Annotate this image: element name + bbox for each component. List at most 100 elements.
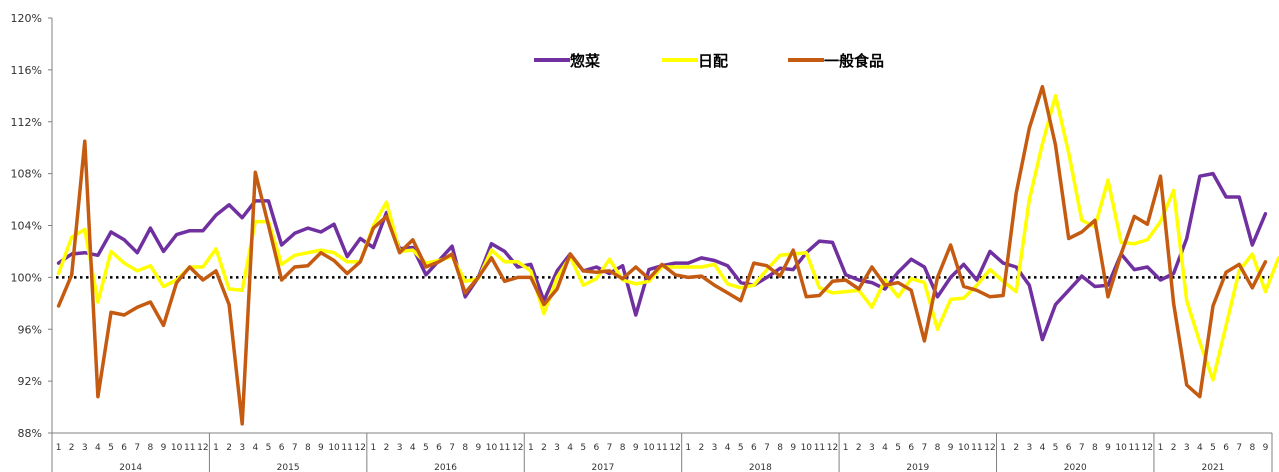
y-tick-label: 112% (11, 116, 42, 129)
x-tick-label-month: 4 (1040, 443, 1046, 453)
x-tick-label-month: 3 (554, 443, 560, 453)
x-tick-label-month: 9 (475, 443, 481, 453)
x-tick-label-month: 3 (397, 443, 403, 453)
x-tick-label-month: 4 (725, 443, 731, 453)
x-tick-label-month: 1 (213, 443, 219, 453)
x-tick-label-month: 7 (607, 443, 613, 453)
x-tick-label-month: 1 (1158, 443, 1164, 453)
legend-label-2: 日配 (698, 52, 728, 70)
y-axis: 88% 92% 96% 100% 104% 108% 112% 116% 120% (11, 12, 53, 440)
x-tick-label-month: 9 (318, 443, 324, 453)
legend-label-3: 一般食品 (824, 52, 884, 70)
x-tick-label-month: 4 (410, 443, 416, 453)
x-tick-label-month: 4 (567, 443, 573, 453)
x-tick-label-month: 12 (984, 443, 995, 453)
x-tick-label-month: 7 (292, 443, 298, 453)
x-tick-label-month: 5 (895, 443, 901, 453)
x-tick-label-month: 6 (594, 443, 600, 453)
x-tick-label-month: 8 (620, 443, 626, 453)
x-tick-label-month: 7 (921, 443, 927, 453)
y-tick-label: 104% (11, 220, 42, 233)
x-tick-label-month: 12 (512, 443, 523, 453)
x-tick-label-year: 2019 (906, 463, 929, 472)
x-tick-label-month: 10 (486, 443, 498, 453)
x-tick-label-month: 11 (656, 443, 667, 453)
x-tick-label-month: 5 (738, 443, 744, 453)
x-tick-label-month: 12 (827, 443, 838, 453)
x-tick-label-month: 6 (751, 443, 757, 453)
x-tick-label-year: 2015 (277, 463, 300, 472)
x-tick-label-month: 11 (971, 443, 982, 453)
x-tick-label-month: 5 (580, 443, 586, 453)
x-tick-label-month: 11 (341, 443, 352, 453)
x-tick-label-month: 8 (935, 443, 941, 453)
x-tick-label-month: 12 (355, 443, 366, 453)
x-tick-label-month: 10 (328, 443, 340, 453)
x-tick-label-month: 6 (1066, 443, 1072, 453)
x-tick-label-month: 9 (1105, 443, 1111, 453)
x-tick-label-month: 4 (1197, 443, 1203, 453)
x-tick-label-month: 4 (882, 443, 888, 453)
x-tick-label-month: 3 (712, 443, 718, 453)
x-tick-label-year: 2018 (749, 463, 772, 472)
x-tick-label-month: 1 (56, 443, 62, 453)
x-tick-label-month: 12 (669, 443, 680, 453)
x-tick-label-month: 10 (643, 443, 655, 453)
x-tick-label-month: 10 (801, 443, 813, 453)
x-tick-label-month: 8 (1092, 443, 1098, 453)
x-tick-label-month: 2 (541, 443, 547, 453)
x-tick-label-month: 8 (1249, 443, 1255, 453)
x-tick-label-month: 9 (1263, 443, 1269, 453)
x-tick-label-month: 3 (1026, 443, 1032, 453)
x-tick-label-month: 6 (121, 443, 127, 453)
x-tick-label-month: 12 (197, 443, 208, 453)
x-tick-label-year: 2017 (592, 463, 615, 472)
legend: 惣菜 日配 一般食品 (534, 52, 884, 70)
series-line-1 (56, 171, 1268, 342)
x-tick-label-month: 8 (462, 443, 468, 453)
x-tick-label-month: 7 (764, 443, 770, 453)
x-tick-label-month: 11 (184, 443, 195, 453)
y-tick-label: 116% (11, 64, 42, 77)
x-tick-label-month: 2 (384, 443, 390, 453)
x-tick-label-month: 6 (436, 443, 442, 453)
x-tick-label-month: 9 (948, 443, 954, 453)
series-line-3 (56, 84, 1268, 426)
x-tick-label-month: 6 (1223, 443, 1229, 453)
x-tick-label-month: 5 (423, 443, 429, 453)
x-tick-label-month: 9 (161, 443, 167, 453)
legend-label-1: 惣菜 (570, 52, 600, 70)
x-tick-label-month: 2 (698, 443, 704, 453)
x-tick-label-month: 5 (1210, 443, 1216, 453)
x-tick-label-month: 1 (371, 443, 377, 453)
x-tick-label-month: 6 (908, 443, 914, 453)
y-tick-label: 96% (18, 323, 42, 336)
x-tick-label-year: 2020 (1064, 463, 1087, 472)
x-tick-label-month: 9 (790, 443, 796, 453)
series-group (56, 84, 1279, 426)
x-tick-label-month: 2 (226, 443, 232, 453)
x-tick-label-month: 2 (1171, 443, 1177, 453)
x-tick-label-month: 3 (239, 443, 245, 453)
x-tick-label-month: 10 (171, 443, 183, 453)
x-tick-label-month: 11 (1129, 443, 1140, 453)
y-tick-label: 108% (11, 168, 42, 181)
x-tick-label-month: 10 (958, 443, 970, 453)
series-line-2 (56, 94, 1279, 382)
x-tick-label-month: 7 (449, 443, 455, 453)
y-tick-label: 100% (11, 271, 42, 284)
x-tick-label-month: 1 (1000, 443, 1006, 453)
y-tick-label: 92% (18, 375, 42, 388)
x-tick-label-year: 2021 (1202, 463, 1225, 472)
x-tick-label-month: 2 (856, 443, 862, 453)
x-tick-label-month: 1 (528, 443, 534, 453)
x-tick-label-month: 4 (95, 443, 101, 453)
x-tick-label-month: 7 (1079, 443, 1085, 453)
x-tick-label-month: 2 (1013, 443, 1019, 453)
x-tick-label-month: 8 (148, 443, 154, 453)
x-tick-label-month: 8 (777, 443, 783, 453)
x-tick-label-month: 5 (266, 443, 272, 453)
x-tick-label-month: 10 (1115, 443, 1127, 453)
